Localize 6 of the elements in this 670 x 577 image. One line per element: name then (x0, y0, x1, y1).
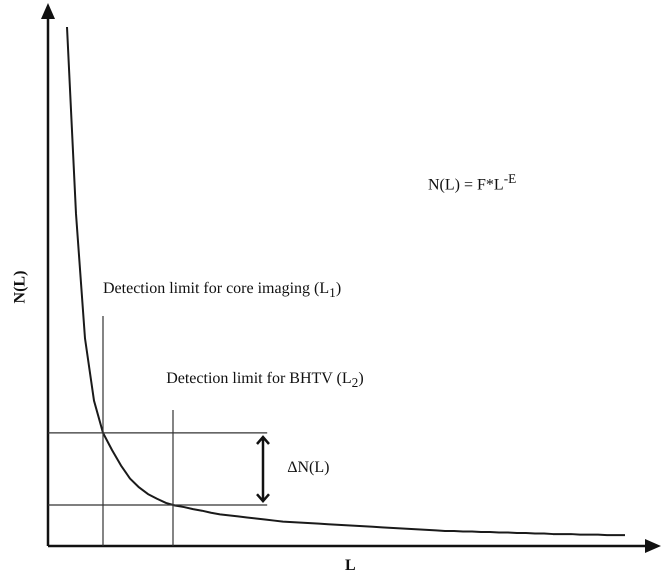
y-axis-title: N(L) (10, 270, 28, 303)
annotation: Detection limit for core imaging (L$_{1}$) (103, 280, 342, 300)
annotation: Detection limit for BHTV (L$_{2}$) (166, 370, 364, 390)
annotation: N(L) = F*L$^{-E}$ (428, 171, 516, 194)
annotation: ΔN(L) (287, 458, 330, 476)
x-axis-title: L (345, 557, 356, 574)
